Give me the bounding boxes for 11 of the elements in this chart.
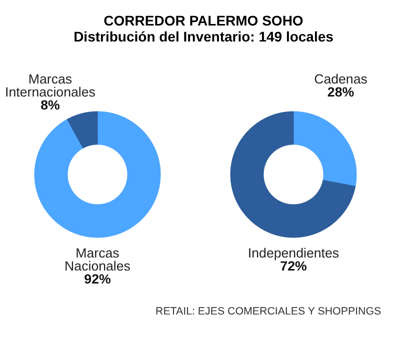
data-label: 8% <box>40 98 60 112</box>
slice-label: Independientes <box>248 246 340 260</box>
slice-label: Marcas Internacionales <box>5 72 96 100</box>
text: CORREDOR PALERMO SOHO <box>104 12 304 28</box>
text: RETAIL: EJES COMERCIALES Y SHOPPINGS <box>155 306 382 318</box>
data-label: 92% <box>84 272 111 286</box>
slice-label: Cadenas <box>314 72 368 86</box>
data-label: 28% <box>327 84 354 100</box>
text: Distribución del Inventario: 149 locales <box>74 28 334 44</box>
slice-label: Marcas Nacionales <box>64 246 131 274</box>
data-label: 72% <box>280 258 307 274</box>
